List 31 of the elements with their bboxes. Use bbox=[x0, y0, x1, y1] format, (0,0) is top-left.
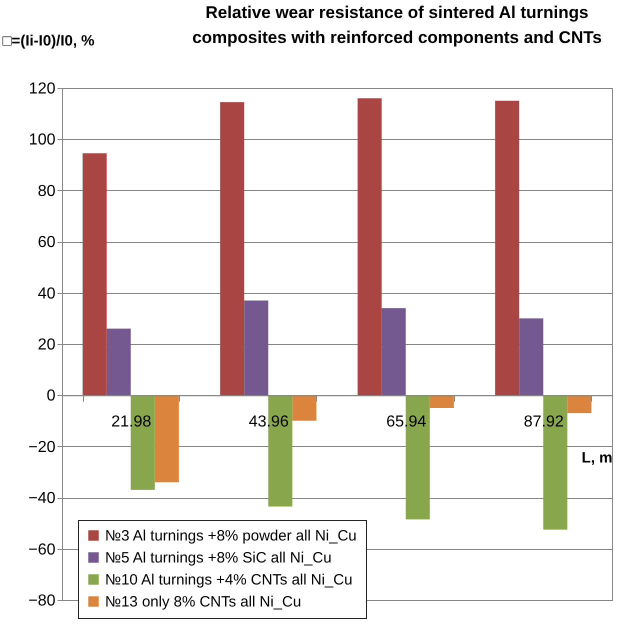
bar bbox=[292, 395, 316, 421]
y-tick-label: 120 bbox=[28, 80, 56, 98]
text: Relative wear resistance of sintered Al turnings bbox=[206, 3, 588, 22]
y-tick-label: −20 bbox=[28, 438, 56, 456]
legend-label: №5 Al turnings +8% SiC all Ni_Cu bbox=[105, 550, 332, 566]
legend-label: №3 Al turnings +8% powder all Ni_Cu bbox=[105, 528, 357, 544]
bar bbox=[382, 308, 406, 396]
legend-label: №10 Al turnings +4% CNTs all Ni_Cu bbox=[105, 572, 352, 588]
bar bbox=[106, 328, 131, 396]
y-tick-label: 0 bbox=[46, 388, 56, 405]
y-axis-title: □=(Ii-I0)/I0, % bbox=[2, 32, 94, 50]
x-axis-title: L, m bbox=[582, 450, 612, 467]
bar bbox=[495, 100, 520, 396]
y-tick-label: 40 bbox=[38, 285, 56, 302]
bar bbox=[519, 318, 544, 396]
y-tick-label: −80 bbox=[28, 592, 56, 610]
bar bbox=[358, 98, 382, 396]
bar bbox=[244, 300, 268, 396]
bar bbox=[154, 395, 179, 482]
bar bbox=[430, 395, 454, 408]
bar bbox=[220, 102, 244, 396]
text: composites with reinforced components and CNTs bbox=[192, 28, 602, 47]
y-tick-label: −40 bbox=[28, 490, 56, 508]
y-tick-label: 60 bbox=[38, 234, 56, 252]
legend-label: №13 only 8% CNTs all Ni_Cu bbox=[105, 594, 302, 610]
bar bbox=[567, 395, 592, 414]
bar bbox=[82, 153, 107, 396]
y-tick-label: 100 bbox=[28, 132, 56, 149]
y-tick-label: 20 bbox=[38, 336, 56, 354]
y-tick-label: 80 bbox=[38, 182, 56, 200]
y-tick-label: −60 bbox=[28, 541, 56, 558]
